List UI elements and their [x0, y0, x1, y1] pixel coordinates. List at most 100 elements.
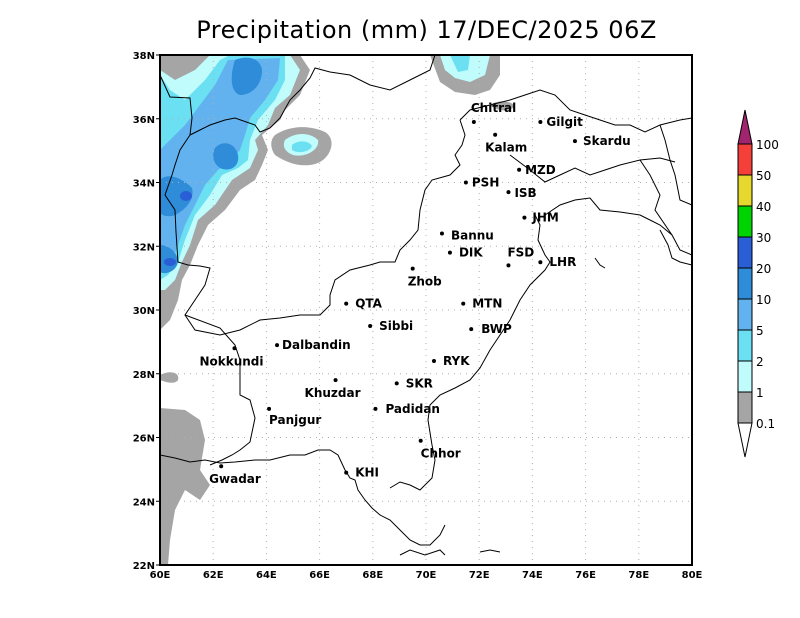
y-tick-label: 24N — [133, 497, 155, 508]
city-qta: QTA — [344, 297, 383, 311]
city-khi: KHI — [344, 466, 379, 480]
city-dot-icon — [447, 250, 452, 255]
chart-title: Precipitation (mm) 17/DEC/2025 06Z — [196, 16, 657, 44]
gridlines — [160, 55, 692, 565]
x-tick-label: 68E — [362, 570, 383, 581]
legend-swatch — [737, 174, 753, 207]
x-tick-label: 78E — [628, 570, 649, 581]
city-label: RYK — [443, 354, 470, 368]
city-label: Sibbi — [379, 319, 413, 333]
city-sibbi: Sibbi — [368, 319, 413, 333]
y-tick-label: 30N — [133, 306, 155, 317]
city-dot-icon — [461, 301, 466, 306]
y-tick-label: 34N — [133, 179, 155, 190]
city-psh: PSH — [463, 176, 499, 190]
x-tick-label: 64E — [256, 570, 277, 581]
city-dot-icon — [373, 406, 378, 411]
precipitation-shading — [160, 55, 515, 565]
city-chhor: Chhor — [418, 438, 461, 461]
x-tick-label: 66E — [309, 570, 330, 581]
city-dot-icon — [538, 119, 543, 124]
city-label: Gilgit — [546, 115, 583, 129]
city-mzd: MZD — [517, 163, 556, 177]
city-nokkundi: Nokkundi — [199, 346, 264, 368]
city-dot-icon — [275, 343, 280, 348]
x-tick-label: 70E — [416, 570, 437, 581]
city-label: Dalbandin — [282, 338, 351, 352]
city-dot-icon — [410, 266, 415, 271]
city-dot-icon — [219, 464, 224, 469]
legend-top-arrow-icon — [737, 109, 753, 145]
city-lhr: LHR — [538, 255, 576, 269]
city-label: QTA — [355, 297, 382, 311]
city-label: Khuzdar — [305, 386, 361, 400]
city-label: Gwadar — [209, 472, 261, 486]
city-label: Panjgur — [269, 413, 321, 427]
city-label: Padidan — [385, 402, 440, 416]
legend-label: 20 — [756, 262, 771, 276]
x-tick-label: 72E — [469, 570, 490, 581]
legend-swatch — [737, 391, 753, 424]
legend-label: 50 — [756, 169, 771, 183]
x-tick-label: 76E — [575, 570, 596, 581]
legend-label: 40 — [756, 200, 771, 214]
x-tick-label: 62E — [203, 570, 224, 581]
city-dot-icon — [471, 119, 476, 124]
y-tick-label: 26N — [133, 434, 155, 445]
city-chitral: Chitral — [471, 101, 516, 124]
legend-label: 100 — [756, 138, 779, 152]
city-label: Chitral — [471, 101, 516, 115]
city-label: JHM — [531, 211, 558, 225]
city-dot-icon — [522, 215, 527, 220]
legend-swatch — [737, 298, 753, 331]
color-legend: 100 50 40 30 20 10 5 2 1 0.1 — [737, 109, 779, 458]
city-zhob: Zhob — [408, 266, 442, 289]
city-dalbandin: Dalbandin — [275, 338, 351, 352]
city-isb: ISB — [506, 186, 537, 200]
city-dot-icon — [267, 406, 272, 411]
x-tick-label: 80E — [682, 570, 703, 581]
legend-swatch — [737, 205, 753, 238]
y-tick-label: 28N — [133, 370, 155, 381]
legend-label: 1 — [756, 386, 764, 400]
y-tick-label: 22N — [133, 561, 155, 572]
city-dot-icon — [431, 359, 436, 363]
x-tick-label: 74E — [522, 570, 543, 581]
city-label: FSD — [507, 245, 534, 259]
legend-bottom-arrow-icon — [737, 422, 753, 458]
legend-label: 10 — [756, 293, 771, 307]
city-label: MTN — [472, 297, 502, 311]
city-dot-icon — [232, 346, 237, 351]
city-dot-icon — [344, 470, 349, 475]
city-dot-icon — [506, 263, 511, 268]
city-dot-icon — [506, 190, 511, 195]
boundaries — [160, 55, 692, 556]
y-axis-labels: 22N 24N 26N 28N 30N 32N 34N 36N 38N — [133, 51, 160, 572]
city-jhm: JHM — [522, 211, 559, 225]
legend-swatch — [737, 360, 753, 393]
city-ryk: RYK — [431, 354, 470, 368]
city-label: Bannu — [451, 229, 494, 243]
city-dot-icon — [439, 231, 444, 236]
city-dot-icon — [517, 167, 522, 172]
city-label: Nokkundi — [199, 354, 263, 368]
city-dik: DIK — [447, 246, 483, 260]
legend-swatch — [737, 143, 753, 176]
legend-label: 2 — [756, 355, 764, 369]
legend-swatch — [737, 267, 753, 300]
city-dot-icon — [344, 301, 349, 306]
city-label: KHI — [355, 466, 379, 480]
city-padidan: Padidan — [373, 402, 440, 416]
city-gilgit: Gilgit — [538, 115, 583, 129]
x-axis-labels: 60E 62E 64E 66E 68E 70E 72E 74E 76E 78E 80E — [150, 570, 703, 581]
city-bannu: Bannu — [439, 229, 494, 243]
city-label: BWP — [481, 322, 512, 336]
city-label: MZD — [525, 163, 556, 177]
city-label: DIK — [459, 246, 483, 260]
city-dot-icon — [572, 139, 577, 144]
city-dot-icon — [463, 180, 468, 185]
city-label: Skardu — [583, 134, 631, 148]
city-kalam: Kalam — [485, 132, 527, 155]
